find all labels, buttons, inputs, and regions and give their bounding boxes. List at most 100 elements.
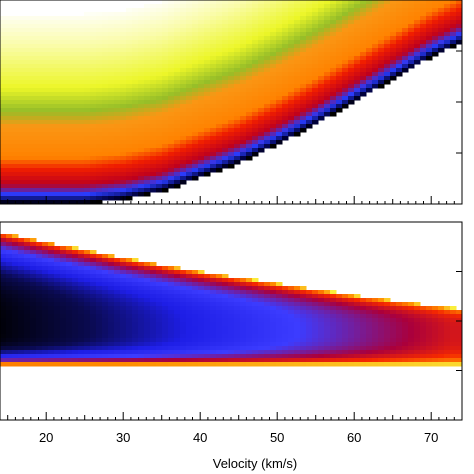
lower-heatmap-cell — [96, 290, 103, 295]
lower-heatmap-cell — [438, 310, 445, 315]
lower-heatmap-cell — [102, 282, 109, 287]
lower-heatmap-cell — [426, 310, 433, 315]
upper-heatmap-cell — [162, 116, 169, 121]
lower-heatmap-cell — [48, 282, 55, 287]
upper-heatmap-cell — [78, 172, 85, 177]
lower-heatmap-cell — [390, 342, 397, 347]
lower-heatmap-cell — [432, 310, 439, 315]
lower-heatmap-cell — [174, 270, 181, 275]
upper-heatmap-cell — [384, 44, 391, 49]
upper-heatmap-cell — [306, 88, 313, 93]
upper-heatmap-cell — [132, 44, 139, 49]
lower-heatmap-cell — [96, 350, 103, 355]
lower-heatmap-cell — [168, 282, 175, 287]
lower-heatmap-cell — [78, 342, 85, 347]
lower-heatmap-cell — [402, 318, 409, 323]
upper-heatmap-cell — [444, 36, 451, 41]
upper-heatmap-cell — [114, 196, 121, 201]
upper-heatmap-cell — [48, 88, 55, 93]
lower-heatmap-cell — [180, 346, 187, 351]
upper-heatmap-cell — [78, 96, 85, 101]
lower-heatmap-cell — [312, 298, 319, 303]
lower-heatmap-cell — [342, 298, 349, 303]
upper-heatmap-cell — [174, 184, 181, 189]
lower-heatmap-cell — [12, 334, 19, 339]
upper-heatmap-cell — [54, 72, 61, 77]
upper-heatmap-cell — [354, 44, 361, 49]
upper-heatmap-cell — [102, 148, 109, 153]
upper-heatmap-cell — [156, 80, 163, 85]
lower-heatmap-cell — [84, 302, 91, 307]
upper-heatmap-cell — [402, 12, 409, 17]
upper-heatmap-cell — [78, 68, 85, 73]
lower-heatmap-cell — [450, 322, 457, 327]
lower-heatmap-cell — [120, 270, 127, 275]
lower-heatmap-cell — [396, 334, 403, 339]
upper-heatmap-cell — [66, 168, 73, 173]
lower-heatmap-cell — [66, 302, 73, 307]
lower-heatmap-cell — [216, 322, 223, 327]
upper-heatmap-cell — [204, 172, 211, 177]
lower-heatmap-cell — [432, 350, 439, 355]
upper-heatmap-cell — [348, 80, 355, 85]
upper-heatmap-cell — [150, 76, 157, 81]
upper-heatmap-cell — [48, 108, 55, 113]
lower-heatmap-cell — [276, 346, 283, 351]
upper-heatmap-cell — [90, 16, 97, 21]
upper-heatmap-cell — [216, 164, 223, 169]
upper-heatmap-cell — [270, 16, 277, 21]
lower-heatmap-cell — [54, 346, 61, 351]
lower-heatmap-cell — [66, 274, 73, 279]
lower-heatmap-cell — [174, 294, 181, 299]
upper-heatmap-cell — [72, 32, 79, 37]
upper-heatmap-cell — [348, 100, 355, 105]
lower-heatmap-cell — [198, 306, 205, 311]
upper-heatmap-cell — [324, 84, 331, 89]
lower-heatmap-cell — [186, 342, 193, 347]
lower-heatmap-cell — [396, 338, 403, 343]
upper-heatmap-cell — [18, 140, 25, 145]
upper-heatmap-cell — [36, 52, 43, 57]
upper-heatmap-cell — [180, 48, 187, 53]
upper-heatmap-cell — [234, 80, 241, 85]
upper-heatmap-cell — [42, 52, 49, 57]
lower-heatmap-cell — [114, 330, 121, 335]
upper-heatmap-cell — [72, 80, 79, 85]
upper-heatmap-cell — [30, 104, 37, 109]
upper-heatmap-cell — [276, 28, 283, 33]
upper-heatmap-cell — [132, 40, 139, 45]
upper-heatmap-cell — [276, 96, 283, 101]
upper-heatmap-cell — [24, 144, 31, 149]
lower-heatmap-cell — [0, 326, 7, 331]
upper-heatmap-cell — [12, 60, 19, 65]
upper-heatmap-cell — [414, 36, 421, 41]
upper-heatmap-cell — [48, 20, 55, 25]
upper-heatmap-cell — [6, 124, 13, 129]
lower-heatmap-cell — [450, 350, 457, 355]
upper-heatmap-cell — [288, 116, 295, 121]
upper-heatmap-cell — [264, 124, 271, 129]
upper-heatmap-cell — [114, 176, 121, 181]
upper-heatmap-cell — [18, 24, 25, 29]
upper-heatmap-cell — [60, 92, 67, 97]
upper-heatmap-cell — [6, 32, 13, 37]
upper-heatmap-cell — [258, 28, 265, 33]
upper-heatmap-cell — [264, 0, 271, 5]
upper-heatmap-cell — [54, 168, 61, 173]
upper-heatmap-cell — [66, 64, 73, 69]
upper-heatmap-cell — [360, 68, 367, 73]
upper-heatmap-cell — [144, 12, 151, 17]
lower-heatmap-cell — [162, 354, 169, 359]
lower-heatmap-cell — [216, 314, 223, 319]
upper-heatmap-cell — [156, 20, 163, 25]
lower-heatmap-cell — [42, 362, 49, 367]
upper-heatmap-cell — [372, 0, 379, 5]
upper-heatmap-cell — [108, 76, 115, 81]
upper-heatmap-cell — [228, 132, 235, 137]
lower-heatmap-cell — [270, 318, 277, 323]
lower-heatmap-cell — [78, 358, 85, 363]
upper-heatmap-cell — [396, 20, 403, 25]
upper-heatmap-cell — [114, 148, 121, 153]
upper-heatmap-cell — [408, 44, 415, 49]
lower-heatmap-cell — [336, 342, 343, 347]
